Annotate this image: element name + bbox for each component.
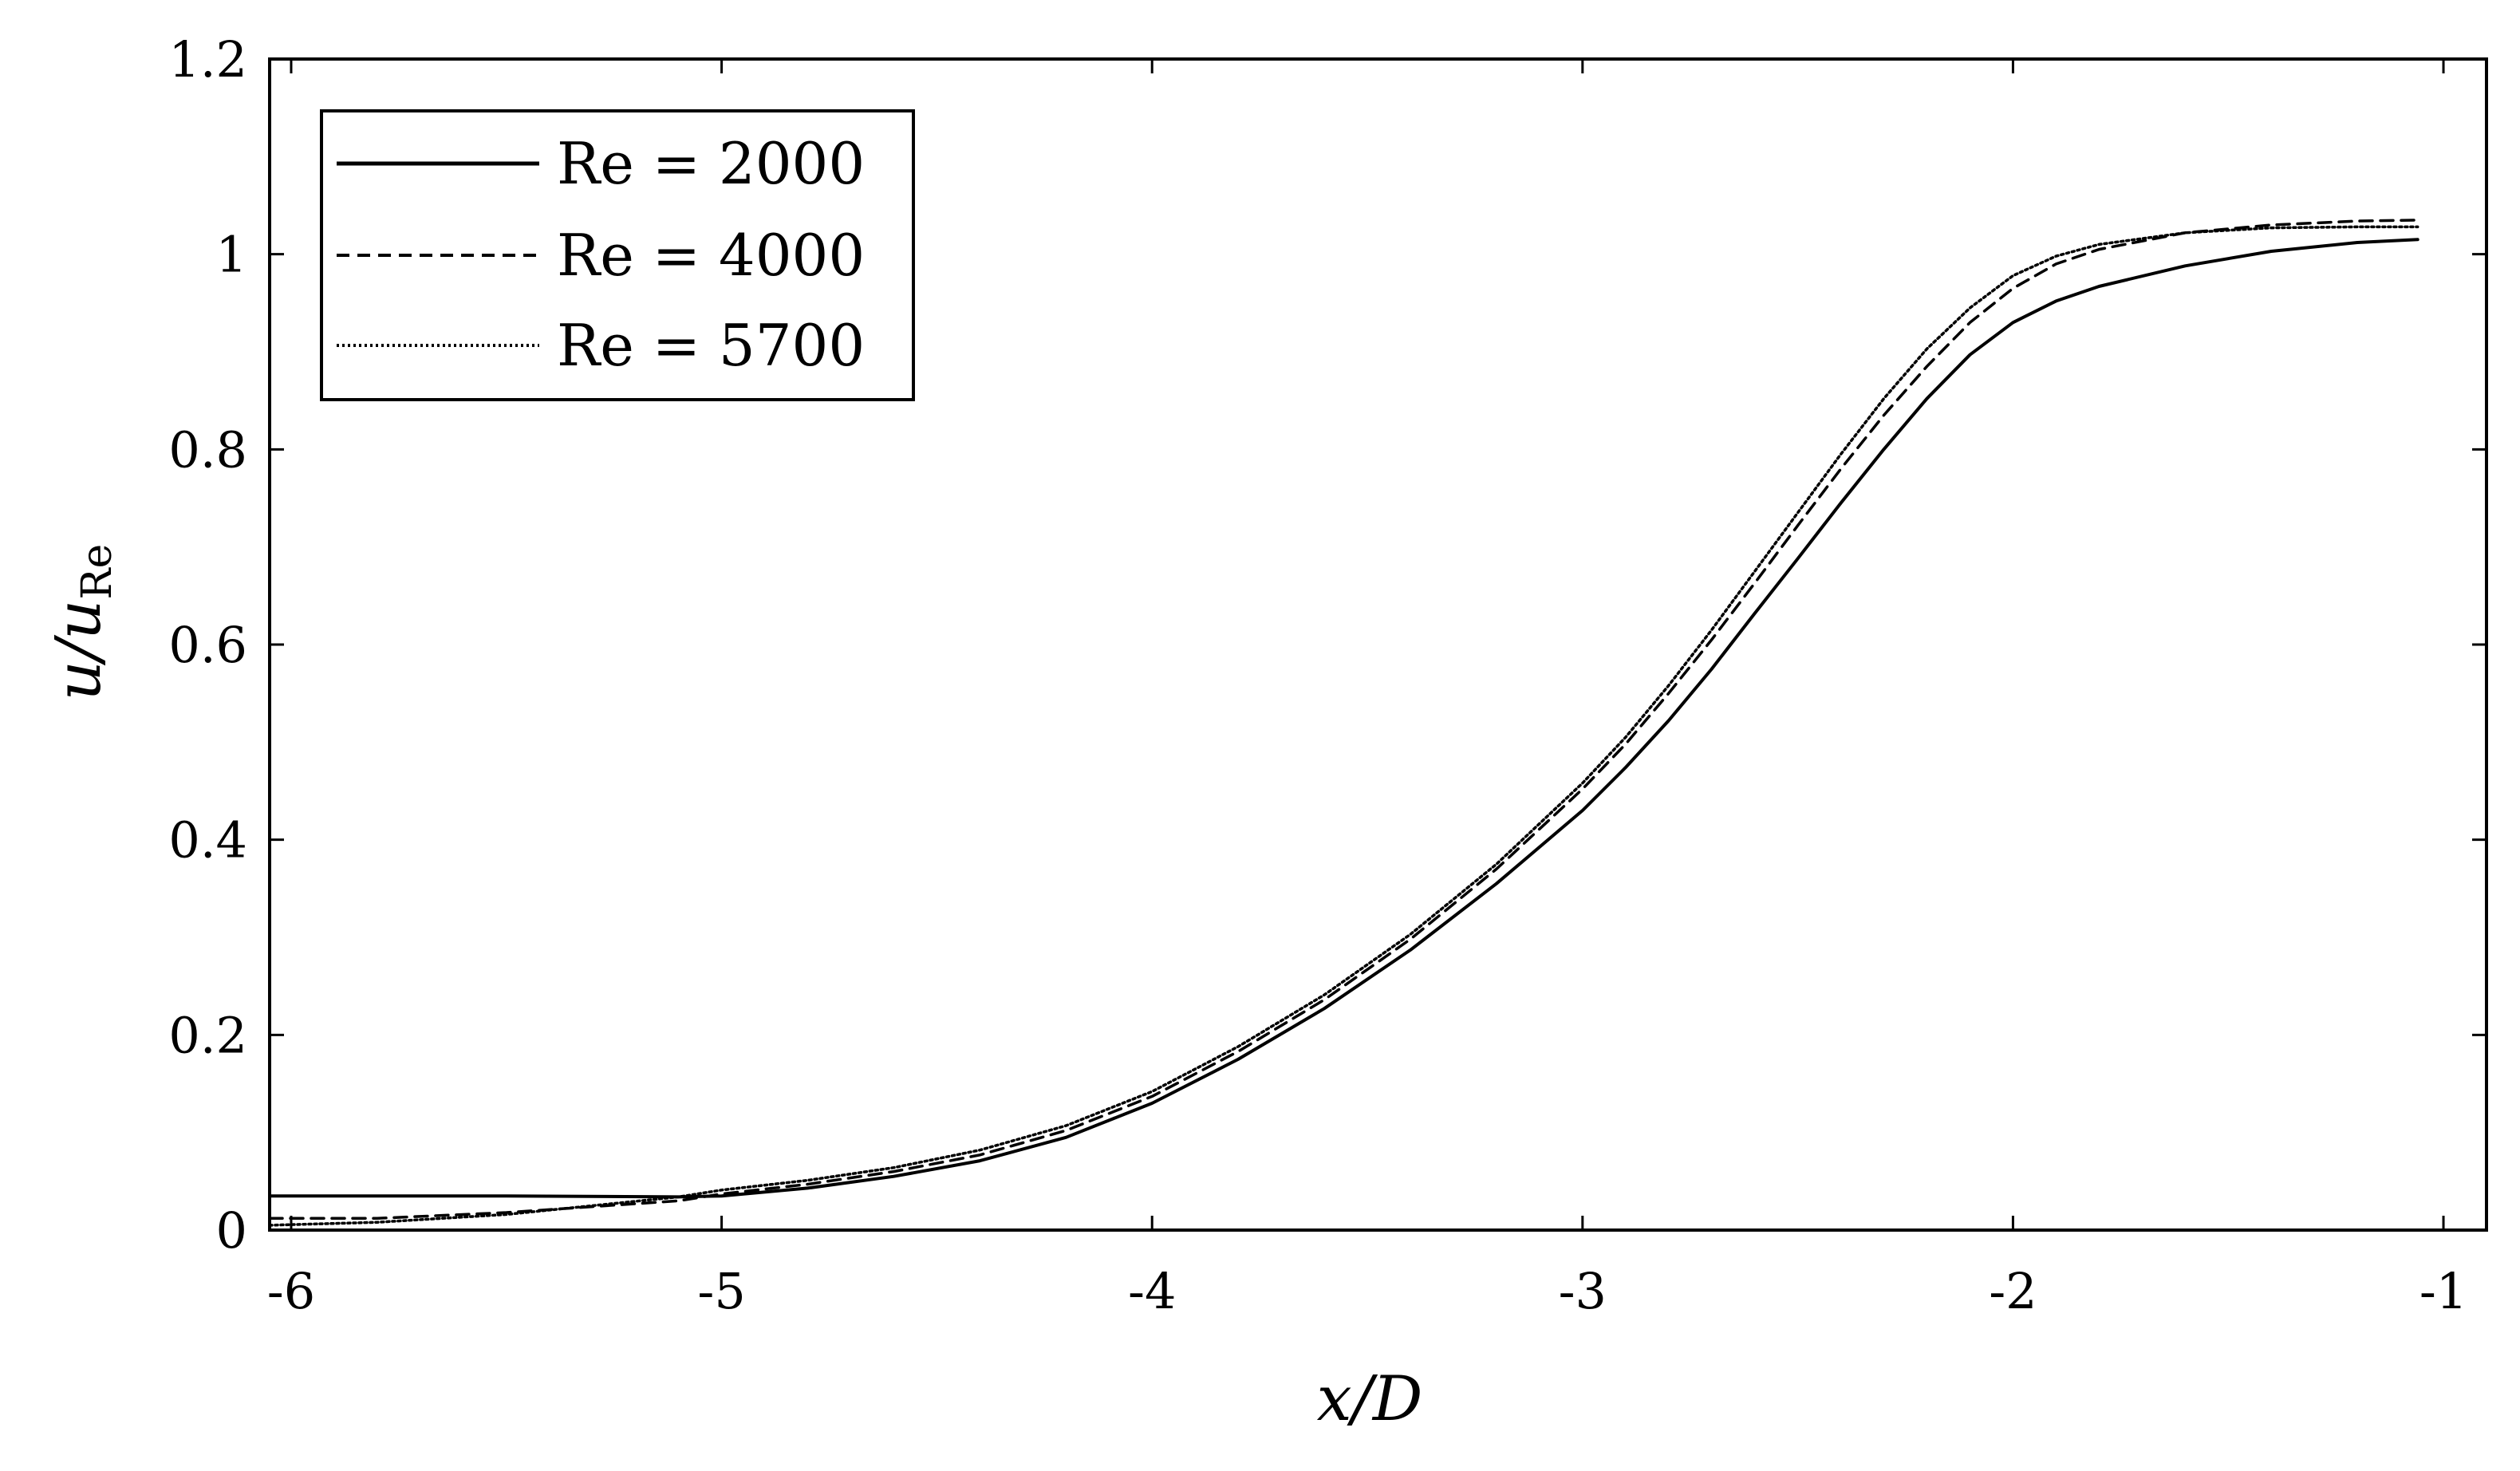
x-tick-label: -3	[1559, 1262, 1607, 1320]
legend-label-re-4000: Re = 4000	[557, 222, 865, 289]
y-axis-label: u/u	[43, 600, 115, 701]
x-tick-label: -6	[267, 1262, 315, 1320]
y-tick-label: 0	[216, 1201, 247, 1260]
y-axis-ticks: 0 0.2 0.4 0.6 0.8 1 1.2	[168, 30, 2486, 1260]
y-axis-label-subscript: Re	[73, 544, 121, 600]
y-tick-label: 0.8	[168, 420, 247, 479]
y-tick-label: 1.2	[168, 30, 247, 89]
legend: Re = 2000 Re = 4000 Re = 5700	[320, 109, 915, 401]
y-tick-label: 1	[216, 226, 247, 284]
y-axis-label-group: u/uRe	[43, 544, 121, 701]
x-axis-label: x/D	[1317, 1363, 1423, 1435]
y-tick-label: 0.6	[168, 616, 247, 674]
series-layer	[268, 219, 2419, 1227]
series-line-re-5700	[268, 225, 2419, 1227]
x-tick-label: -2	[1989, 1262, 2037, 1320]
x-axis-ticks: -6 -5 -4 -3 -2 -1	[267, 59, 2467, 1320]
x-tick-label: -1	[2419, 1262, 2467, 1320]
y-tick-label: 0.2	[168, 1006, 247, 1064]
legend-label-re-2000: Re = 2000	[557, 130, 865, 197]
x-tick-label: -4	[1128, 1262, 1176, 1320]
series-line-re-2000	[268, 238, 2419, 1199]
y-tick-label: 0.4	[168, 811, 247, 870]
x-tick-label: -5	[697, 1262, 745, 1320]
legend-label-re-5700: Re = 5700	[557, 312, 865, 379]
series-line-re-4000	[268, 219, 2419, 1221]
svg-text:u/uRe: u/uRe	[43, 544, 121, 701]
